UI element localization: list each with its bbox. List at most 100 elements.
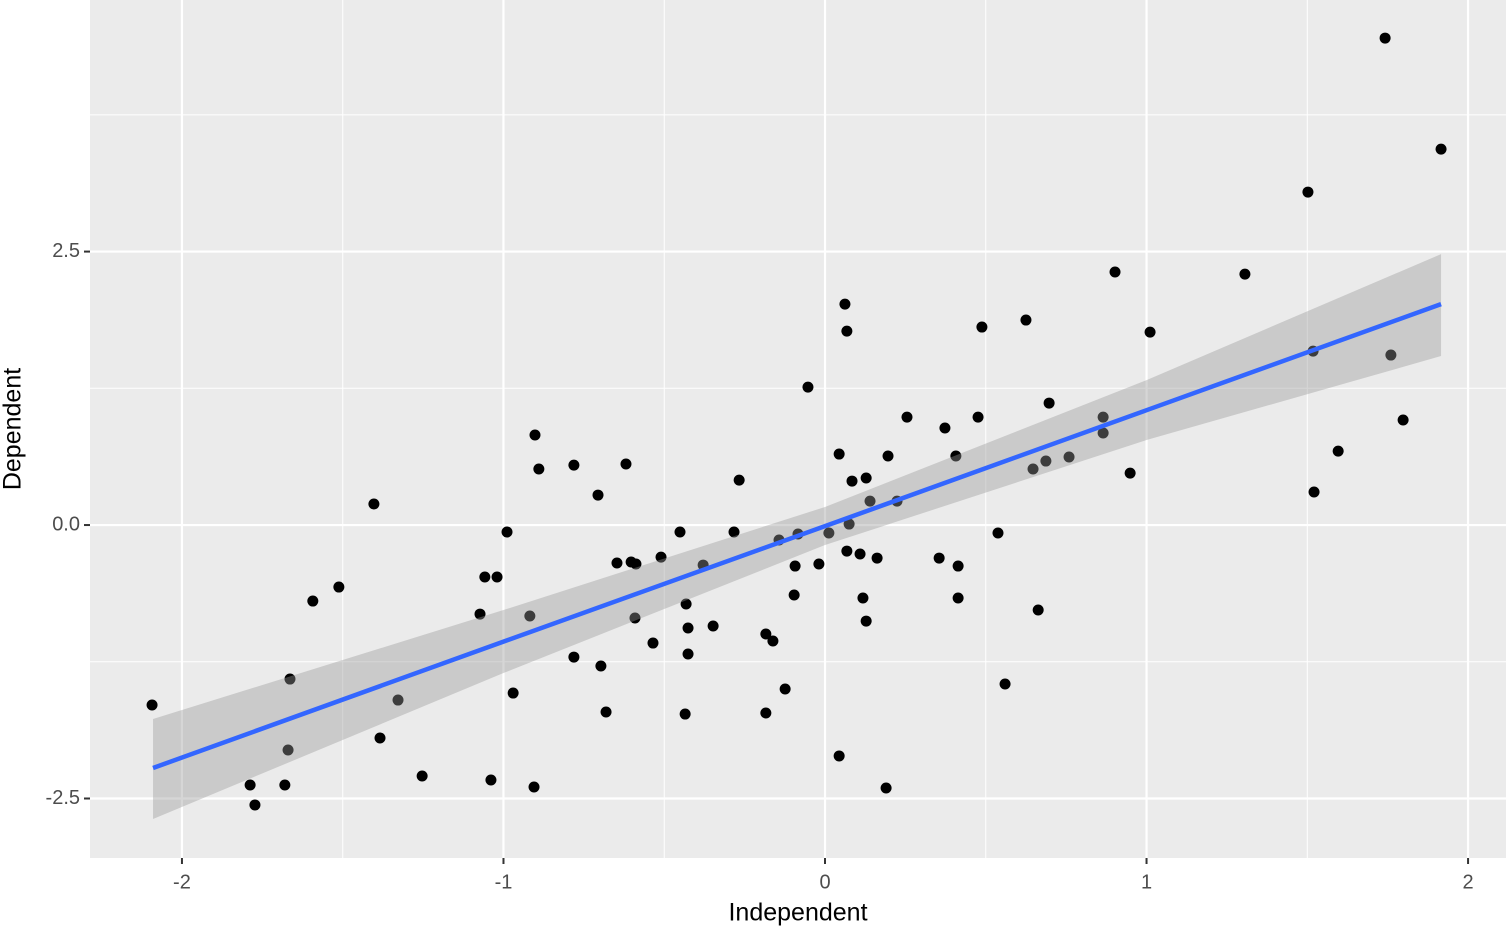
point	[1124, 467, 1136, 479]
point	[368, 498, 380, 510]
point	[779, 683, 791, 695]
point	[279, 779, 291, 791]
point	[1385, 349, 1397, 361]
point	[860, 472, 872, 484]
point	[880, 782, 892, 794]
panel	[90, 0, 1506, 858]
point	[1032, 604, 1044, 616]
point	[871, 552, 883, 564]
point	[600, 706, 612, 718]
point	[839, 298, 851, 310]
x-tick-label: -2	[173, 871, 191, 893]
point	[647, 637, 659, 649]
point	[760, 707, 772, 719]
point	[841, 545, 853, 557]
point	[950, 450, 962, 462]
point	[1435, 143, 1447, 155]
point	[568, 459, 580, 471]
point	[1109, 266, 1121, 278]
point	[901, 411, 913, 423]
point	[864, 495, 876, 507]
point	[620, 458, 632, 470]
point	[823, 527, 835, 539]
point	[952, 560, 964, 572]
point	[629, 612, 641, 624]
point	[1308, 486, 1320, 498]
point	[1144, 326, 1156, 338]
point	[146, 699, 158, 711]
point	[529, 429, 541, 441]
point	[1302, 186, 1314, 198]
point	[1043, 397, 1055, 409]
point	[507, 687, 519, 699]
y-tick-label: 2.5	[52, 240, 80, 262]
point	[789, 560, 801, 572]
y-tick-label: -2.5	[46, 787, 80, 809]
x-axis-title: Independent	[728, 899, 867, 927]
point	[1332, 445, 1344, 457]
point	[630, 558, 642, 570]
point	[524, 610, 536, 622]
point	[1027, 463, 1039, 475]
point	[655, 551, 667, 563]
point	[501, 526, 513, 538]
point	[474, 608, 486, 620]
point	[1097, 411, 1109, 423]
point	[374, 732, 386, 744]
point	[939, 422, 951, 434]
point	[972, 411, 984, 423]
point	[933, 552, 945, 564]
point	[846, 475, 858, 487]
point	[592, 489, 604, 501]
y-tick-label: 0.0	[52, 513, 80, 535]
point	[1379, 32, 1391, 44]
point	[999, 678, 1011, 690]
point	[1397, 414, 1409, 426]
point	[728, 526, 740, 538]
point	[249, 799, 261, 811]
point	[733, 474, 745, 486]
point	[479, 571, 491, 583]
point	[284, 673, 296, 685]
point	[682, 622, 694, 634]
point	[333, 581, 345, 593]
point	[707, 620, 719, 632]
point	[854, 548, 866, 560]
point	[528, 781, 540, 793]
point	[416, 770, 428, 782]
point	[568, 651, 580, 663]
x-tick-label: 0	[819, 871, 830, 893]
point	[680, 598, 692, 610]
point	[788, 589, 800, 601]
point	[992, 527, 1004, 539]
point	[244, 779, 256, 791]
point	[760, 628, 772, 640]
point	[976, 321, 988, 333]
point	[833, 750, 845, 762]
point	[952, 592, 964, 604]
point	[802, 381, 814, 393]
x-tick-label: -1	[495, 871, 513, 893]
y-axis-title: Dependent	[0, 368, 27, 490]
point	[1063, 451, 1075, 463]
point	[882, 450, 894, 462]
point	[1020, 314, 1032, 326]
point	[1097, 427, 1109, 439]
point	[282, 744, 294, 756]
point	[860, 615, 872, 627]
point	[485, 774, 497, 786]
point	[767, 635, 779, 647]
point	[674, 526, 686, 538]
point	[841, 325, 853, 337]
point	[1040, 455, 1052, 467]
point	[491, 571, 503, 583]
point	[843, 518, 855, 530]
point	[595, 660, 607, 672]
regression-line	[152, 301, 1442, 771]
x-tick-label: 1	[1141, 871, 1152, 893]
x-tick-label: 2	[1462, 871, 1473, 893]
point	[679, 708, 691, 720]
point	[392, 694, 404, 706]
point	[611, 557, 623, 569]
